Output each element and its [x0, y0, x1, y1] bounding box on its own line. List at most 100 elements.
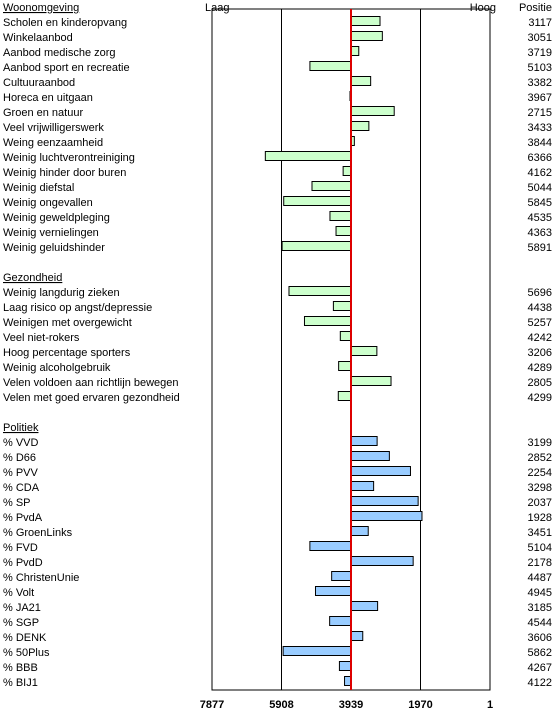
position-value: 4299: [528, 392, 552, 404]
bar: [309, 541, 352, 551]
position-value: 3606: [528, 632, 552, 644]
row-label: Cultuuraanbod: [3, 77, 75, 89]
bar: [350, 31, 383, 41]
bar: [350, 481, 375, 491]
row-label: % Volt: [3, 587, 34, 599]
x-tick-label: 7877: [200, 699, 224, 711]
position-value: 4438: [528, 302, 552, 314]
position-value: 2178: [528, 557, 552, 569]
bar: [350, 466, 411, 476]
row-label: Weinig hinder door buren: [3, 167, 126, 179]
position-value: 5845: [528, 197, 552, 209]
row-label: Weing eenzaamheid: [3, 137, 103, 149]
section-title: Politiek: [3, 422, 39, 434]
row-label: % DENK: [3, 632, 47, 644]
x-tick-label: 5908: [269, 699, 293, 711]
bar: [283, 196, 352, 206]
row-label: Veel vrijwilligerswerk: [3, 122, 104, 134]
bar: [350, 601, 379, 611]
position-value: 4535: [528, 212, 552, 224]
bar: [335, 226, 352, 236]
position-value: 3844: [528, 137, 552, 149]
position-value: 6366: [528, 152, 552, 164]
position-value: 4945: [528, 587, 552, 599]
row-label: Hoog percentage sporters: [3, 347, 131, 359]
bar: [338, 361, 352, 371]
row-label: % BIJ1: [3, 677, 38, 689]
row-label: Weinig diefstal: [3, 182, 74, 194]
bar: [350, 496, 419, 506]
row-label: % SP: [3, 497, 31, 509]
position-value: 1928: [528, 512, 552, 524]
positie-header: Positie: [519, 2, 552, 14]
row-label: Velen voldoen aan richtlijn bewegen: [3, 377, 179, 389]
bar: [350, 631, 364, 641]
row-label: Weinig luchtverontreiniging: [3, 152, 135, 164]
bar: [329, 616, 352, 626]
row-label: Aanbod sport en recreatie: [3, 62, 130, 74]
x-tick-label: 1: [487, 699, 493, 711]
position-value: 3206: [528, 347, 552, 359]
bar: [311, 181, 352, 191]
bar: [282, 646, 352, 656]
position-value: 4289: [528, 362, 552, 374]
row-label: Aanbod medische zorg: [3, 47, 116, 59]
row-label: Winkelaanbod: [3, 32, 73, 44]
position-value: 3967: [528, 92, 552, 104]
row-label: % CDA: [3, 482, 40, 494]
row-label: Weinig geluidshinder: [3, 242, 105, 254]
row-label: Veel niet-rokers: [3, 332, 80, 344]
row-label: % D66: [3, 452, 36, 464]
section-title: Gezondheid: [3, 272, 62, 284]
row-label: Weinig langdurig zieken: [3, 287, 120, 299]
bar: [288, 286, 352, 296]
position-value: 3051: [528, 32, 552, 44]
bar: [303, 316, 352, 326]
position-value: 5862: [528, 647, 552, 659]
row-label: % JA21: [3, 602, 41, 614]
hoog-label: Hoog: [470, 2, 496, 14]
bar: [350, 121, 370, 131]
x-tick-label: 3939: [339, 699, 363, 711]
position-value: 2805: [528, 377, 552, 389]
bar: [331, 571, 352, 581]
position-value: 2852: [528, 452, 552, 464]
bar: [314, 586, 352, 596]
bar: [337, 391, 352, 401]
row-label: Velen met goed ervaren gezondheid: [3, 392, 180, 404]
position-value: 4162: [528, 167, 552, 179]
position-value: 3185: [528, 602, 552, 614]
bar: [350, 46, 360, 56]
bar: [350, 511, 423, 521]
bar: [350, 451, 390, 461]
position-value: 4267: [528, 662, 552, 674]
position-value: 2037: [528, 497, 552, 509]
bar: [342, 166, 352, 176]
row-label: Weinigen met overgewicht: [3, 317, 132, 329]
position-value: 3719: [528, 47, 552, 59]
position-value: 3451: [528, 527, 552, 539]
bar: [350, 346, 378, 356]
row-label: % VVD: [3, 437, 39, 449]
bar: [281, 241, 352, 251]
position-value: 4242: [528, 332, 552, 344]
bar: [350, 76, 372, 86]
position-value: 5103: [528, 62, 552, 74]
row-label: % PvdD: [3, 557, 43, 569]
position-value: 5044: [528, 182, 552, 194]
position-value: 5891: [528, 242, 552, 254]
bar: [350, 436, 378, 446]
bar: [350, 556, 414, 566]
row-label: Weinig geweldpleging: [3, 212, 110, 224]
bar: [264, 151, 352, 161]
position-value: 4487: [528, 572, 552, 584]
row-label: Groen en natuur: [3, 107, 83, 119]
x-tick-label: 1970: [408, 699, 432, 711]
position-value: 4363: [528, 227, 552, 239]
row-label: % ChristenUnie: [3, 572, 79, 584]
bar: [350, 106, 395, 116]
row-label: % BBB: [3, 662, 38, 674]
position-value: 5104: [528, 542, 552, 554]
row-label: Laag risico op angst/depressie: [3, 302, 152, 314]
laag-label: Laag: [205, 2, 229, 14]
